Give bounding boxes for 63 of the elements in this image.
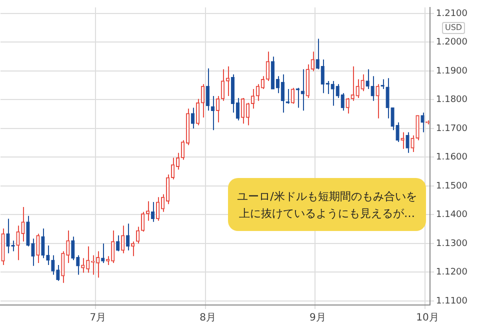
y-tick-label: 1.1300 bbox=[436, 238, 468, 249]
candlestick bbox=[356, 78, 360, 98]
x-tick-label: 8月 bbox=[200, 312, 216, 324]
candlestick bbox=[51, 254, 55, 276]
candlestick bbox=[136, 226, 140, 244]
candlestick bbox=[310, 51, 314, 72]
candlestick bbox=[41, 228, 45, 259]
candlestick bbox=[400, 132, 404, 150]
candlestick bbox=[416, 115, 420, 141]
candlestick bbox=[290, 87, 294, 104]
candlestick bbox=[340, 92, 344, 112]
annotation: ユーロ/米ドルも短期間のもみ合いを上に抜けているようにも見えるが… bbox=[228, 178, 426, 231]
candlestick bbox=[420, 112, 424, 133]
candlestick bbox=[190, 107, 195, 129]
candlestick bbox=[390, 107, 394, 131]
y-tick-label: 1.1600 bbox=[436, 152, 468, 163]
x-tick-label: 10月 bbox=[416, 312, 439, 324]
y-tick-label: 1.2100 bbox=[436, 8, 468, 19]
candlestick bbox=[226, 66, 230, 96]
candlestick bbox=[111, 230, 115, 264]
x-tick-label: 9月 bbox=[309, 312, 326, 324]
candlestick bbox=[66, 230, 70, 264]
x-tick-label: 7月 bbox=[90, 312, 106, 324]
candlestick bbox=[21, 206, 25, 242]
candlestick bbox=[6, 218, 10, 254]
candlestick bbox=[376, 84, 380, 119]
candlestick bbox=[101, 242, 105, 264]
candlestick bbox=[410, 134, 414, 153]
candlestick bbox=[46, 244, 50, 266]
y-tick-label: 1.1200 bbox=[436, 268, 468, 278]
candlestick bbox=[61, 250, 65, 284]
candlestick bbox=[26, 215, 30, 247]
candlestick bbox=[81, 258, 85, 274]
candlestick bbox=[96, 250, 100, 278]
candlestick bbox=[346, 97, 350, 114]
candlestick bbox=[116, 234, 120, 252]
candlestick bbox=[131, 240, 135, 257]
candlestick bbox=[386, 78, 390, 119]
candlestick bbox=[320, 58, 324, 94]
candlestick bbox=[360, 74, 364, 92]
y-axis-title: USD bbox=[442, 22, 466, 34]
y-tick-label: 1.1400 bbox=[436, 210, 468, 220]
candlestick bbox=[316, 38, 320, 70]
candlestick bbox=[36, 233, 40, 264]
candlestick bbox=[16, 225, 20, 261]
y-tick-label: 1.1900 bbox=[436, 66, 468, 76]
candlestick bbox=[86, 246, 90, 274]
y-tick-label: 1.2000 bbox=[436, 38, 468, 48]
y-tick-label: 1.1700 bbox=[436, 124, 468, 134]
candlestick bbox=[11, 240, 15, 252]
y-tick-label: 1.1500 bbox=[436, 181, 468, 192]
candlestick bbox=[56, 264, 60, 282]
candlestick bbox=[370, 76, 374, 102]
candlestick bbox=[396, 122, 400, 142]
candlestick bbox=[121, 225, 125, 254]
candlestick bbox=[406, 132, 410, 154]
candlestick bbox=[336, 84, 340, 98]
candlestick bbox=[380, 78, 384, 90]
candlestick bbox=[31, 238, 35, 266]
y-tick-label: 1.1100 bbox=[436, 296, 468, 306]
y-tick-label: 1.1800 bbox=[436, 95, 468, 106]
candlestick bbox=[300, 68, 304, 112]
candlestick bbox=[366, 68, 370, 90]
